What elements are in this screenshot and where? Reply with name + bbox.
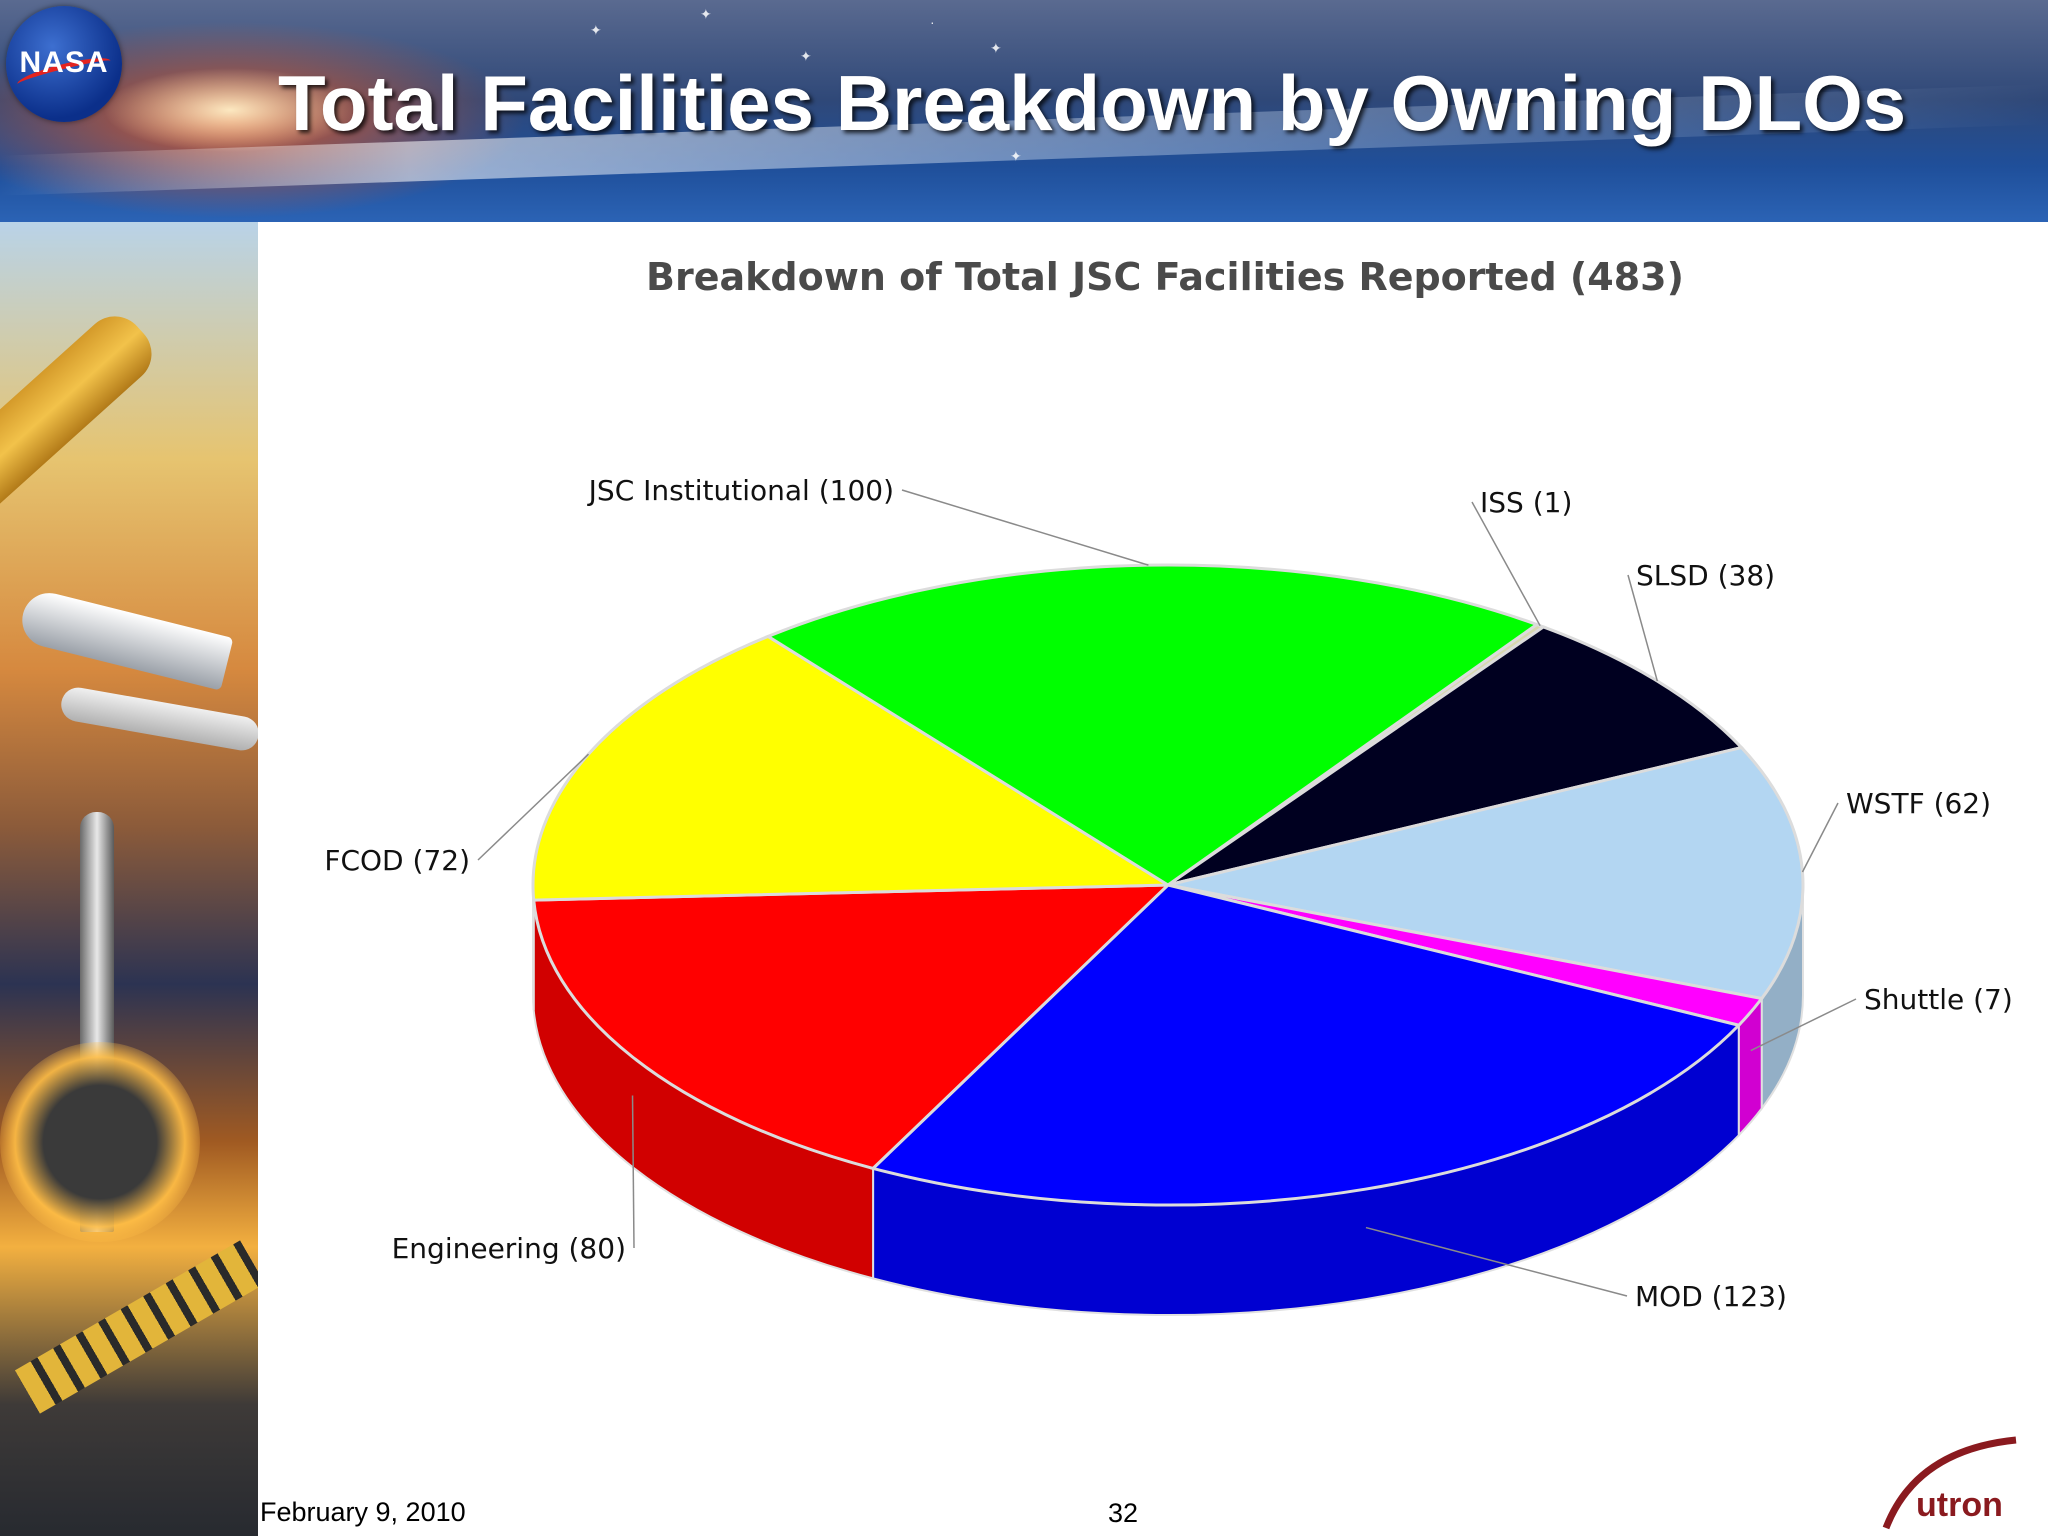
- star-decoration: ·: [930, 14, 935, 30]
- slice-label: Engineering (80): [392, 1232, 626, 1265]
- eclipse-illustration: [0, 1042, 200, 1242]
- slice-label: Shuttle (7): [1864, 983, 2013, 1016]
- star-decoration: ✦: [700, 6, 712, 22]
- slide-title: Total Facilities Breakdown by Owning DLO…: [278, 59, 1907, 147]
- futron-logo-text: utron: [1916, 1486, 2003, 1524]
- slice-label: FCOD (72): [324, 844, 470, 877]
- chart-title: Breakdown of Total JSC Facilities Report…: [646, 255, 1684, 299]
- nasa-logo-text: NASA: [19, 46, 109, 79]
- leader-line: [1801, 802, 1839, 873]
- pie-slice: [1167, 745, 1805, 1001]
- page-number: 32: [1108, 1498, 1139, 1528]
- pie-slice: [870, 883, 1742, 1207]
- nasa-logo: NASA: [6, 6, 122, 122]
- leader-line: [631, 1095, 635, 1249]
- pie-leader-lines: [477, 489, 1857, 1297]
- pie-labels: ISS (1) SLSD (38) WSTF (62) Shuttle (7) MOD …: [324, 474, 2012, 1313]
- star-decoration: ✦: [590, 22, 602, 38]
- slice-label: MOD (123): [1635, 1280, 1787, 1313]
- slice-label: WSTF (62): [1846, 787, 1991, 820]
- futron-logo: utron: [1882, 1436, 2017, 1530]
- leader-line: [1471, 501, 1541, 627]
- pie-slice: [532, 883, 1172, 1171]
- leader-line: [1750, 998, 1857, 1052]
- pie-top-layer: [531, 563, 1805, 1207]
- footer-date: February 9, 2010: [260, 1497, 466, 1527]
- futron-logo-swoosh: [1882, 1436, 2017, 1530]
- leader-line: [477, 753, 590, 861]
- pie-slice: [764, 563, 1540, 887]
- star-decoration: ✦: [800, 48, 812, 64]
- star-decoration: ✦: [990, 40, 1002, 56]
- leader-line: [901, 489, 1149, 566]
- leader-line: [1365, 1226, 1628, 1297]
- leader-line: [1627, 574, 1659, 682]
- pie-slice: [531, 634, 1174, 902]
- slice-label: JSC Institutional (100): [587, 474, 894, 507]
- slice-label: SLSD (38): [1636, 559, 1775, 592]
- left-artwork: [0, 222, 290, 1536]
- pie-slice: [1167, 625, 1745, 887]
- star-decoration: ✦: [1010, 148, 1022, 164]
- slice-label: ISS (1): [1480, 486, 1572, 519]
